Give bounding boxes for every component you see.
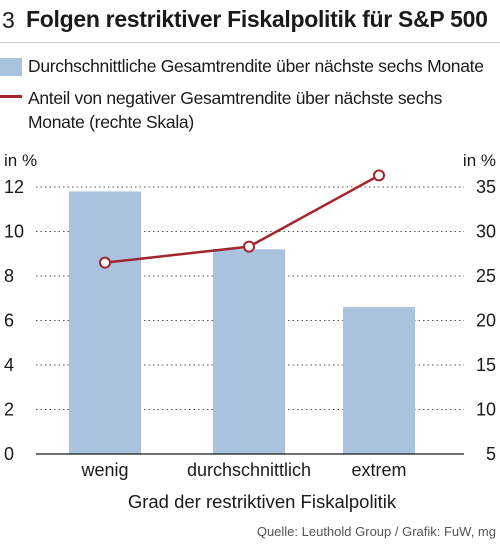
right-axis-tick-label: 35 — [476, 177, 496, 197]
right-axis-tick-label: 25 — [476, 266, 496, 286]
left-axis-tick-label: 2 — [4, 400, 14, 420]
source-note: Quelle: Leuthold Group / Grafik: FuW, mg — [256, 524, 496, 539]
x-axis-tick-label: durchschnittlich — [187, 460, 311, 480]
right-axis-tick-label: 30 — [476, 222, 496, 242]
bar — [213, 249, 285, 454]
x-axis-tick-label: extrem — [351, 460, 406, 480]
legend-line-label: Anteil von negativer Gesamtrendite über … — [28, 88, 443, 132]
x-axis-title: Grad der restriktiven Fiskalpolitik — [128, 491, 397, 512]
chart-title: Folgen restriktiver Fiskalpolitik für S&… — [26, 6, 488, 32]
line-point — [373, 169, 385, 182]
right-axis-tick-label: 15 — [476, 355, 496, 375]
right-axis-tick-label: 20 — [476, 311, 496, 331]
bar — [343, 307, 415, 454]
figure-number: 3 — [2, 7, 15, 33]
legend-bar-label: Durchschnittliche Gesamtrendite über näc… — [28, 56, 484, 76]
title-divider — [0, 42, 500, 43]
line-point — [99, 256, 111, 269]
title-row: 3 Folgen restriktiver Fiskalpolitik für … — [0, 4, 500, 38]
left-axis-unit: in % — [4, 151, 38, 170]
left-axis-tick-label: 0 — [4, 444, 14, 464]
left-axis-tick-label: 10 — [4, 222, 24, 242]
left-axis-tick-label: 12 — [4, 177, 24, 197]
left-axis-tick-label: 8 — [4, 266, 14, 286]
right-axis-unit: in % — [462, 151, 496, 170]
legend-bar-swatch — [0, 58, 22, 76]
right-axis-tick-label: 5 — [486, 444, 496, 464]
left-axis-tick-label: 6 — [4, 311, 14, 331]
bar — [69, 191, 141, 454]
line-point — [243, 240, 255, 253]
right-axis-tick-label: 10 — [476, 400, 496, 420]
x-axis-tick-label: wenig — [80, 460, 128, 480]
legend-line-swatch — [0, 95, 22, 98]
left-axis-tick-label: 4 — [4, 355, 14, 375]
